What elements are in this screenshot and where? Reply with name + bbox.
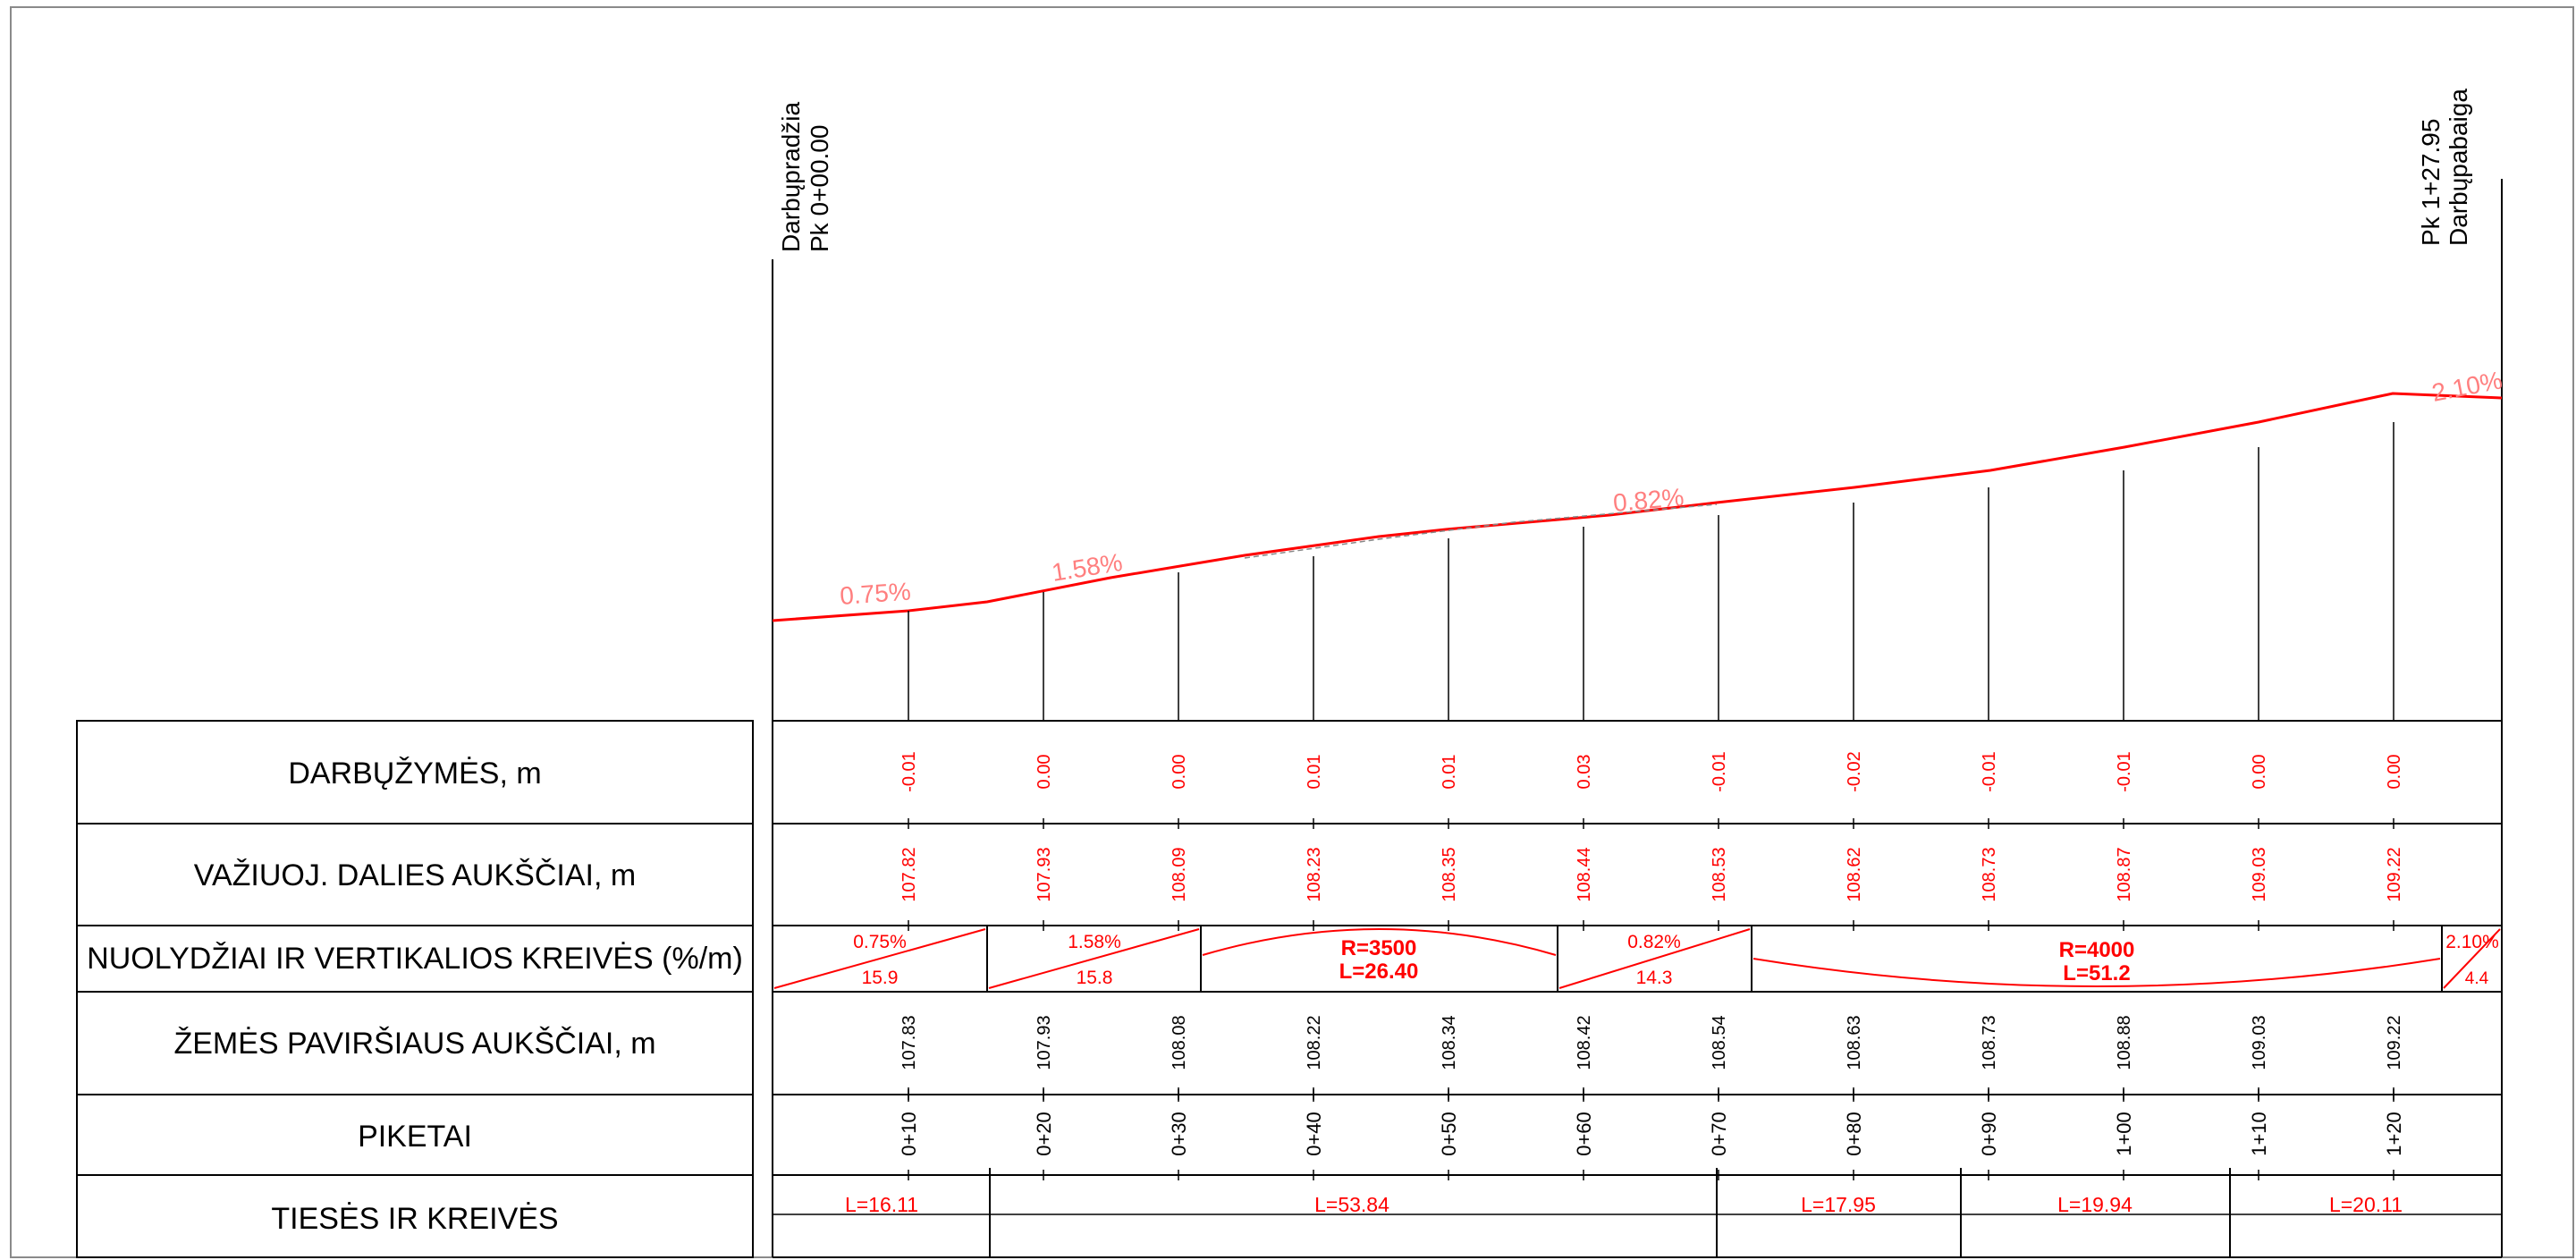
- road-elevation-value: 108.73: [1980, 847, 1999, 901]
- profile-grade-label: 1.58%: [1050, 548, 1124, 587]
- road-elevation-value: 108.62: [1845, 847, 1864, 901]
- road-elevation-value: 109.03: [2250, 847, 2269, 901]
- picket-value: 1+10: [2248, 1112, 2270, 1156]
- station-values: -0.01 107.82 107.83 0+10 0.00 107.93 107.93 0+2…: [898, 751, 2405, 1156]
- ground-elevation-value: 107.83: [899, 1015, 919, 1070]
- slope-length-label: 15.9: [862, 968, 899, 988]
- vertical-curve-arc: [1202, 928, 1557, 956]
- drawing-frame: [10, 6, 2574, 1258]
- vertical-curve-arc: [1753, 958, 2441, 987]
- work-mark-value: 0.00: [1035, 755, 1054, 790]
- curve-length-label: L=51.2: [2063, 961, 2130, 985]
- picket-value: 0+40: [1303, 1112, 1325, 1156]
- slope-length-label: 14.3: [1636, 968, 1673, 988]
- ground-elevation-value: 107.93: [1035, 1015, 1054, 1070]
- picket-value: 0+70: [1708, 1112, 1730, 1156]
- slope-length-label: 4.4: [2465, 969, 2489, 988]
- label-table: [76, 720, 754, 1258]
- slope-grade-label: 0.82%: [1627, 932, 1681, 952]
- work-mark-value: 0.01: [1305, 755, 1324, 790]
- slope-diagonal: [773, 928, 986, 989]
- start-label-line1: Darbųpradžia: [777, 101, 805, 252]
- ground-elevation-value: 108.42: [1575, 1015, 1594, 1070]
- profile-grade-label: 0.82%: [1612, 483, 1685, 517]
- profile-grade-label: 2.10%: [2429, 366, 2504, 407]
- end-label-line1: Pk 1+27.95: [2417, 119, 2445, 246]
- ground-profile-line: [1244, 503, 1718, 559]
- picket-value: 0+20: [1033, 1112, 1055, 1156]
- picket-value: 1+00: [2113, 1112, 2135, 1156]
- ground-elevation-value: 108.22: [1305, 1015, 1324, 1070]
- road-elevation-value: 107.93: [1035, 847, 1054, 901]
- work-mark-value: 0.00: [2385, 755, 2404, 790]
- road-elevation-value: 108.23: [1305, 847, 1324, 901]
- work-mark-value: -0.01: [1980, 751, 1999, 792]
- slope-length-label: 15.8: [1077, 968, 1113, 988]
- work-mark-value: -0.01: [899, 751, 919, 792]
- row-label-work-marks: DARBŲŽYMĖS, m: [288, 757, 541, 791]
- alignment-length: L=53.84: [1314, 1193, 1389, 1216]
- alignment-length: L=16.11: [845, 1193, 918, 1216]
- work-mark-value: 0.01: [1440, 755, 1459, 790]
- design-profile-line: [772, 392, 2503, 622]
- road-elevation-value: 109.22: [2385, 847, 2404, 901]
- slope-grade-label: 1.58%: [1068, 932, 1121, 952]
- work-mark-value: 0.03: [1575, 755, 1594, 790]
- ground-elevation-value: 109.03: [2250, 1015, 2269, 1070]
- road-elevation-value: 108.35: [1440, 847, 1459, 901]
- data-table: [772, 720, 2503, 1258]
- slope-diagonal: [988, 928, 1200, 989]
- road-elevation-value: 108.44: [1575, 847, 1594, 901]
- alignment-length: L=17.95: [1801, 1193, 1876, 1216]
- work-mark-value: -0.01: [1710, 751, 1729, 792]
- slope-grade-label: 2.10%: [2445, 932, 2499, 952]
- station-ticks: [908, 422, 2394, 1180]
- work-mark-value: -0.02: [1845, 751, 1864, 792]
- start-label-line2: Pk 0+00.00: [806, 125, 833, 252]
- row-label-road-elevations: VAŽIUOJ. DALIES AUKŠČIAI, m: [194, 858, 636, 892]
- ground-elevation-value: 108.73: [1980, 1015, 1999, 1070]
- work-mark-value: 0.00: [1170, 755, 1189, 790]
- slope-row: [773, 926, 2501, 992]
- work-mark-value: -0.01: [2115, 751, 2134, 792]
- ground-elevation-value: 109.22: [2385, 1015, 2404, 1070]
- ground-elevation-value: 108.63: [1845, 1015, 1864, 1070]
- ground-elevation-value: 108.54: [1710, 1015, 1729, 1070]
- row-label-ground-elevations: ŽEMĖS PAVIRŠIAUS AUKŠČIAI, m: [173, 1027, 655, 1061]
- curve-radius-label: R=4000: [2059, 938, 2135, 962]
- ground-elevation-value: 108.88: [2115, 1015, 2134, 1070]
- picket-value: 0+50: [1438, 1112, 1460, 1156]
- slope-diagonal: [2443, 928, 2501, 989]
- road-elevation-value: 108.87: [2115, 847, 2134, 901]
- slope-diagonal: [1558, 928, 1751, 989]
- end-label-line2: Darbųpabaiga: [2445, 89, 2472, 246]
- road-elevation-value: 108.09: [1170, 847, 1189, 901]
- ground-elevation-value: 108.34: [1440, 1015, 1459, 1070]
- work-mark-value: 0.00: [2250, 755, 2269, 790]
- profile-grade-label: 0.75%: [839, 578, 911, 610]
- alignment-row: [989, 1168, 2231, 1257]
- picket-value: 0+60: [1573, 1112, 1595, 1156]
- picket-value: 0+30: [1168, 1112, 1190, 1156]
- picket-value: 0+90: [1978, 1112, 2000, 1156]
- alignment-length: L=19.94: [2057, 1193, 2133, 1216]
- row-label-slopes-curves: NUOLYDŽIAI IR VERTIKALIOS KREIVĖS (%/m): [87, 942, 743, 976]
- row-label-alignment: TIESĖS IR KREIVĖS: [271, 1202, 558, 1236]
- ground-elevation-value: 108.08: [1170, 1015, 1189, 1070]
- slope-grade-label: 0.75%: [853, 932, 907, 952]
- row-label-pickets: PIKETAI: [358, 1120, 472, 1154]
- road-elevation-value: 107.82: [899, 847, 919, 901]
- picket-value: 1+20: [2383, 1112, 2405, 1156]
- picket-value: 0+80: [1843, 1112, 1865, 1156]
- curve-radius-label: R=3500: [1341, 936, 1417, 960]
- road-elevation-value: 108.53: [1710, 847, 1729, 901]
- curve-length-label: L=26.40: [1339, 960, 1419, 984]
- picket-value: 0+10: [898, 1112, 920, 1156]
- alignment-length: L=20.11: [2329, 1193, 2403, 1216]
